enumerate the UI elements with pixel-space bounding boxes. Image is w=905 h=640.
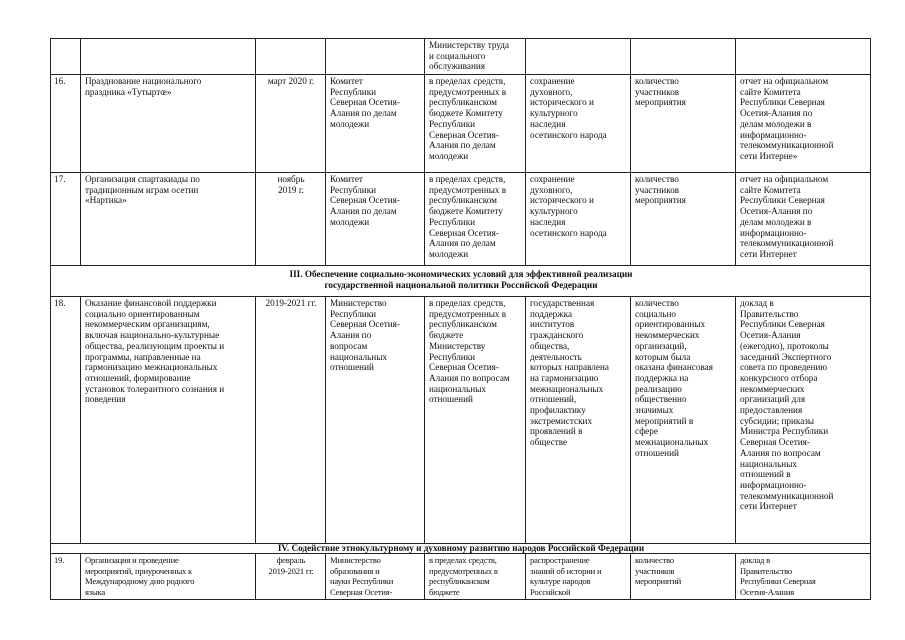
table-row: 17. Организация спартакиады по традиционн… bbox=[50, 172, 871, 266]
cell-executor: Министерство образования и науки Республ… bbox=[325, 553, 425, 600]
cell-deadline: ноябрь 2019 г. bbox=[255, 172, 326, 266]
cell-financing: Министерству труда и социального обслужи… bbox=[424, 38, 526, 75]
cell-executor: Комитет Республики Северная Осетия- Алан… bbox=[325, 74, 425, 173]
cell-executor bbox=[325, 38, 425, 75]
table-row: 16. Празднование национального праздника … bbox=[50, 74, 871, 173]
cell-goal: распространение знаний об истории и куль… bbox=[525, 553, 631, 600]
cell-event-name bbox=[80, 38, 256, 75]
cell-event-name: Организация спартакиады по традиционным … bbox=[80, 172, 256, 266]
cell-report-form: отчет на официальном сайте Комитета Респ… bbox=[735, 172, 871, 266]
table-row: 18. Оказание финансовой поддержки социаль… bbox=[50, 296, 871, 544]
cell-report-form bbox=[735, 38, 871, 75]
cell-deadline: 2019-2021 гг. bbox=[255, 296, 326, 544]
cell-financing: в пределах средств, предусмотренных в ре… bbox=[424, 553, 526, 600]
cell-report-form: доклад в Правительство Республики Северн… bbox=[735, 296, 871, 544]
cell-executor: Комитет Республики Северная Осетия- Алан… bbox=[325, 172, 425, 266]
section-header-row: III. Обеспечение социально-экономических… bbox=[50, 265, 871, 297]
cell-indicator: количество участников мероприятия bbox=[630, 172, 736, 266]
cell-financing: в пределах средств, предусмотренных в ре… bbox=[424, 74, 526, 173]
cell-financing: в пределах средств, предусмотренных в ре… bbox=[424, 172, 526, 266]
table-row: 19. Организация и проведение мероприятий,… bbox=[50, 553, 871, 600]
cell-row-number: 19. bbox=[50, 553, 81, 600]
cell-executor: Министерство Республики Северная Осетия-… bbox=[325, 296, 425, 544]
cell-financing: в пределах средств, предусмотренных в ре… bbox=[424, 296, 526, 544]
cell-deadline: март 2020 г. bbox=[255, 74, 326, 173]
cell-indicator bbox=[630, 38, 736, 75]
cell-goal: сохранение духовного, исторического и ку… bbox=[525, 172, 631, 266]
cell-indicator: количество участников мероприятия bbox=[630, 74, 736, 173]
cell-goal bbox=[525, 38, 631, 75]
cell-deadline bbox=[255, 38, 326, 75]
cell-goal: государственная поддержка институтов гра… bbox=[525, 296, 631, 544]
section-title: IV. Содействие этнокультурному и духовно… bbox=[50, 543, 871, 554]
cell-indicator: количество социально ориентированных нек… bbox=[630, 296, 736, 544]
cell-indicator: количество участников мероприятий bbox=[630, 553, 736, 600]
cell-row-number: 18. bbox=[50, 296, 81, 544]
cell-event-name: Организация и проведение мероприятий, пр… bbox=[80, 553, 256, 600]
section-header-row: IV. Содействие этнокультурному и духовно… bbox=[50, 543, 871, 554]
cell-deadline: февраль 2019-2021 гг. bbox=[255, 553, 326, 600]
cell-event-name: Празднование национального праздника «Ту… bbox=[80, 74, 256, 173]
cell-row-number: 17. bbox=[50, 172, 81, 266]
table-row: Министерству труда и социального обслужи… bbox=[50, 38, 871, 75]
cell-report-form: доклад в Правительство Республики Северн… bbox=[735, 553, 871, 600]
measures-table: Министерству труда и социального обслужи… bbox=[50, 38, 871, 600]
cell-report-form: отчет на официальном сайте Комитета Респ… bbox=[735, 74, 871, 173]
section-title: III. Обеспечение социально-экономических… bbox=[50, 265, 871, 297]
cell-row-number bbox=[50, 38, 81, 75]
cell-event-name: Оказание финансовой поддержки социально … bbox=[80, 296, 256, 544]
cell-goal: сохранение духовного, исторического и ку… bbox=[525, 74, 631, 173]
cell-row-number: 16. bbox=[50, 74, 81, 173]
